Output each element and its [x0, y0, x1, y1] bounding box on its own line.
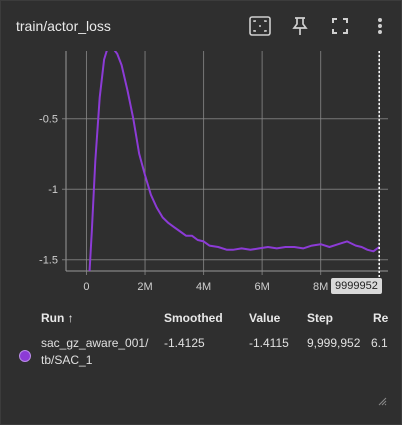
card-title: train/actor_loss — [16, 18, 111, 34]
x-tick-label: 2M — [137, 281, 152, 293]
header-relative[interactable]: Re — [373, 311, 389, 325]
step-value: 9,999,952 — [307, 336, 361, 350]
y-tick-label: -0.5 — [39, 114, 58, 126]
x-tick-label: 0 — [83, 281, 89, 293]
run-name-line1: sac_gz_aware_001/ — [41, 336, 149, 350]
header-value[interactable]: Value — [249, 311, 281, 325]
y-tick-label: -1 — [48, 184, 58, 196]
pin-icon — [292, 17, 308, 35]
x-tick-label: 4M — [196, 281, 211, 293]
fit-domain-icon — [249, 16, 271, 36]
fullscreen-icon — [332, 18, 348, 34]
resize-handle-icon[interactable] — [377, 396, 387, 406]
line-chart[interactable]: 0 2M 4M 6M 8M -0.5 -1 -1.5 — [1, 41, 401, 301]
fullscreen-button[interactable] — [328, 14, 352, 38]
header-run[interactable]: Run ↑ — [41, 311, 74, 325]
header-smoothed[interactable]: Smoothed — [164, 311, 223, 325]
x-tick-label: 6M — [254, 281, 269, 293]
pin-button[interactable] — [288, 14, 312, 38]
card-header: train/actor_loss — [1, 1, 401, 51]
run-table: Run ↑ Smoothed Value Step Re sac_gz_awar… — [1, 306, 401, 386]
series-line[interactable] — [88, 45, 380, 273]
more-menu-button[interactable] — [368, 14, 392, 38]
header-step[interactable]: Step — [307, 311, 334, 325]
x-tick-label: 8M — [313, 281, 328, 293]
smoothed-value: -1.4125 — [164, 336, 205, 350]
run-color-dot — [19, 350, 31, 362]
hover-step-tag: 9999952 — [331, 278, 382, 294]
raw-value: -1.4115 — [249, 336, 289, 350]
y-tick-label: -1.5 — [39, 255, 58, 267]
relative-value: 6.1 — [371, 336, 388, 350]
run-name-line2: tb/SAC_1 — [41, 353, 93, 367]
more-vert-icon — [378, 18, 382, 34]
fit-domain-button[interactable] — [248, 14, 272, 38]
